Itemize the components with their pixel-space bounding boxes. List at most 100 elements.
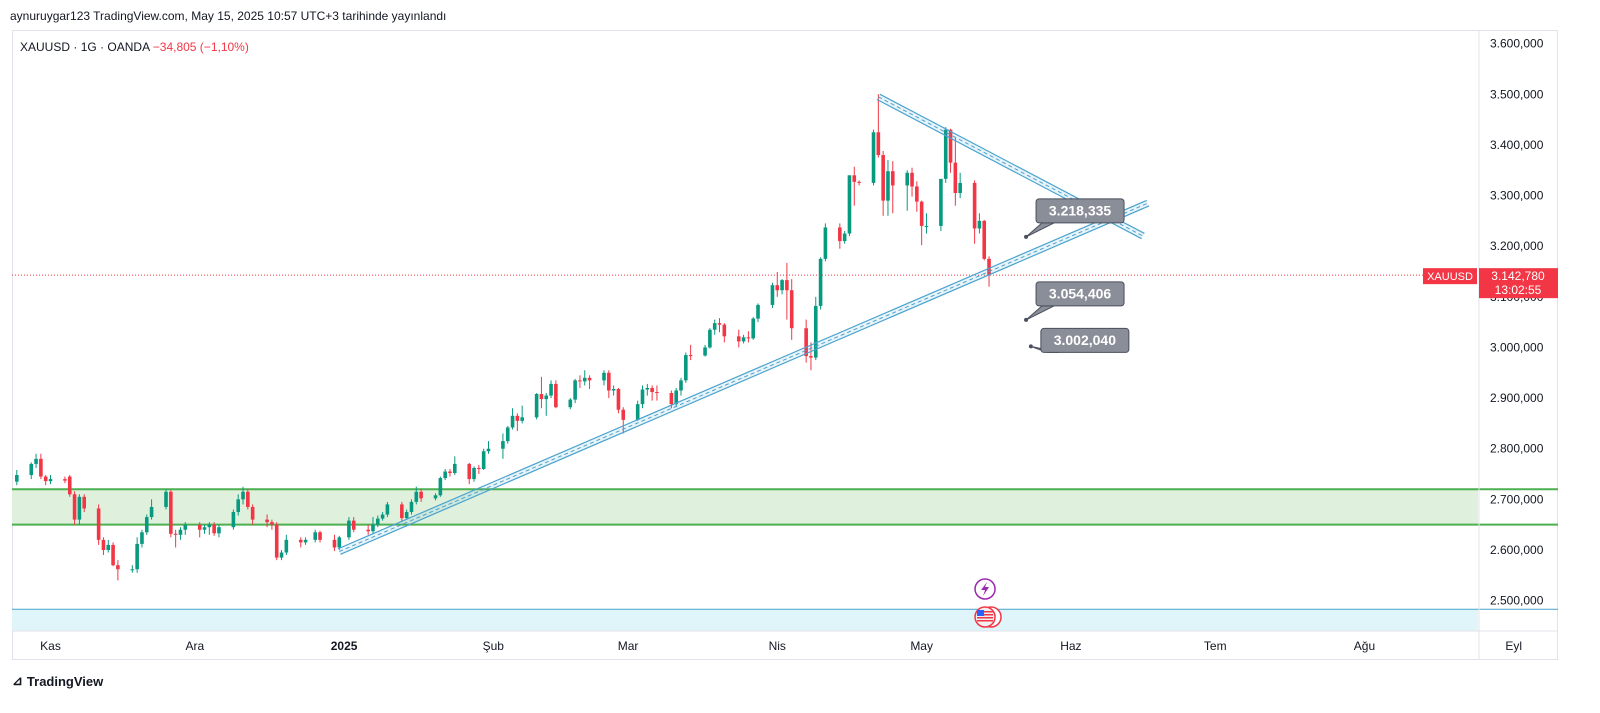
candle <box>467 462 472 485</box>
candle-body <box>554 383 558 408</box>
candle-body <box>149 506 154 518</box>
candle <box>915 181 919 212</box>
y-tick-label: 3.000,000 <box>1490 340 1544 354</box>
candle-body <box>347 520 351 538</box>
candle-body <box>135 543 139 570</box>
candle-body <box>910 172 914 187</box>
candle-body <box>144 517 149 533</box>
candle <box>823 223 828 262</box>
candle-body <box>183 524 188 530</box>
candle-body <box>655 392 659 394</box>
candle <box>63 476 67 484</box>
candle-body <box>298 539 303 543</box>
candle <box>202 524 207 534</box>
candle-body <box>919 201 924 226</box>
candle <box>977 213 982 234</box>
candle-body <box>852 175 857 182</box>
callout-anchor-dot <box>1028 344 1033 349</box>
callout-text: 3.054,406 <box>1049 285 1111 301</box>
candle-body <box>178 529 183 535</box>
candle <box>587 375 592 389</box>
candle-body <box>948 129 953 163</box>
candle <box>515 413 520 431</box>
candle <box>578 375 582 388</box>
candle <box>770 282 775 308</box>
symbol-legend[interactable]: XAUUSD · 1G · OANDA −34,805 (−1,10%) <box>20 40 249 54</box>
candle-body <box>886 171 890 201</box>
candle-body <box>443 471 447 479</box>
y-tick-label: 2.500,000 <box>1490 594 1544 608</box>
candle-body <box>217 527 221 534</box>
lightning-bolt-shape <box>981 582 990 596</box>
candle <box>207 522 212 535</box>
tradingview-brand: TradingView <box>26 673 104 689</box>
candle <box>77 494 82 525</box>
candle <box>419 489 423 502</box>
candle-body <box>202 527 207 530</box>
candle <box>534 393 539 420</box>
rising-support-channel-fill <box>338 200 1150 555</box>
candle <box>106 539 111 553</box>
candle <box>679 377 683 396</box>
candle <box>48 475 53 485</box>
candle <box>818 257 823 310</box>
candle <box>140 529 144 548</box>
candle <box>332 534 337 551</box>
candle-body <box>785 280 789 291</box>
x-tick-label: Nis <box>769 639 786 653</box>
x-tick-label: Haz <box>1060 639 1081 653</box>
candle-body <box>481 451 486 469</box>
candle-body <box>823 227 828 259</box>
candle <box>318 530 322 543</box>
flag-stripe <box>977 611 994 613</box>
symbol-source: OANDA <box>107 40 150 54</box>
candle <box>708 328 712 349</box>
price-callout: 3.218,335 <box>1024 198 1125 239</box>
candle-body <box>515 415 520 421</box>
candle <box>173 529 178 548</box>
candle <box>481 448 486 470</box>
y-tick-label: 3.200,000 <box>1490 239 1544 253</box>
candle-body <box>712 323 717 330</box>
callout-text: 3.218,335 <box>1049 202 1111 218</box>
candle <box>164 489 168 510</box>
candle-body <box>337 537 342 548</box>
candle <box>380 512 385 521</box>
candle <box>236 494 241 516</box>
candle-body <box>419 491 423 499</box>
candle <box>250 504 255 525</box>
candle <box>274 522 279 561</box>
tradingview-logo[interactable]: ⊿ TradingView <box>12 673 103 689</box>
candle <box>438 476 443 497</box>
candle <box>751 317 756 340</box>
y-tick-label: 2.700,000 <box>1490 492 1544 506</box>
candle-body <box>380 514 385 519</box>
candle-body <box>847 175 852 234</box>
candle-body <box>472 467 476 480</box>
flag-stripe <box>977 617 994 619</box>
candle-body <box>582 377 587 382</box>
candle <box>29 462 34 480</box>
zones-layer <box>12 274 1558 631</box>
candle <box>717 318 722 333</box>
callout-text: 3.002,040 <box>1054 332 1116 348</box>
candle-body <box>838 227 842 242</box>
candle-body <box>173 533 178 535</box>
candle-body <box>101 539 106 550</box>
candle <box>640 385 645 409</box>
candle-body <box>510 415 515 428</box>
chart-frame <box>12 30 1558 660</box>
candle-body <box>212 524 216 534</box>
candle-body <box>876 132 881 156</box>
candle-body <box>616 388 621 410</box>
candle <box>568 398 573 410</box>
candle-body <box>684 355 688 381</box>
lower-zone <box>12 609 1478 631</box>
candle-body <box>63 479 67 481</box>
candle <box>96 504 101 545</box>
candle-body <box>520 417 524 421</box>
candle <box>857 180 861 186</box>
candle <box>385 501 390 518</box>
candle-body <box>756 304 760 319</box>
